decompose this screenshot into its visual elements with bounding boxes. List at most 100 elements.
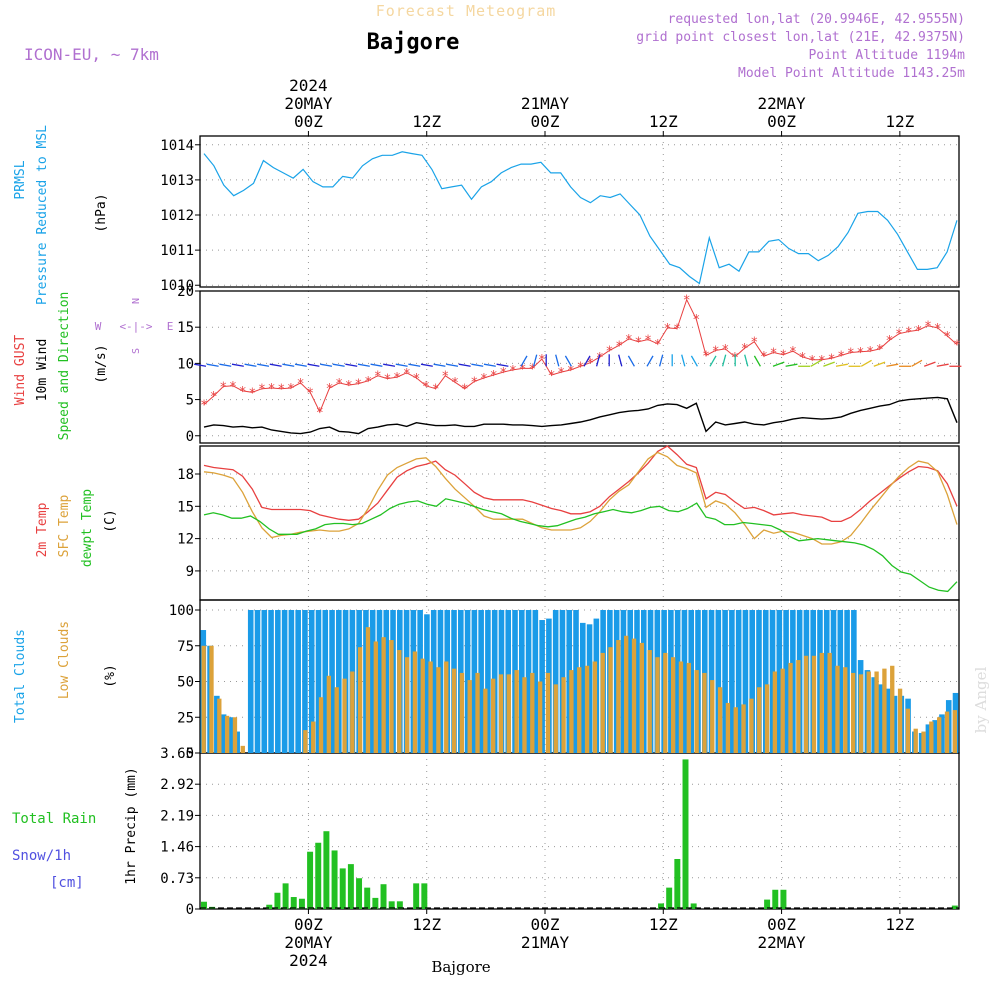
compass-e: E — [167, 320, 174, 333]
wind-arrow — [244, 363, 257, 367]
total-cloud-bar — [756, 610, 762, 753]
total-cloud-bar — [430, 610, 437, 753]
gust-marker: * — [625, 333, 633, 348]
gust-marker: * — [384, 373, 392, 388]
wind10-line — [203, 396, 958, 435]
precip-bar — [266, 904, 273, 909]
total-cloud-bar — [308, 610, 315, 753]
low-cloud-bar — [342, 678, 347, 753]
wind-ytick-label: 10 — [177, 356, 194, 372]
forecast-title: Forecast Meteogram — [376, 2, 557, 20]
total-cloud-bar — [776, 610, 783, 753]
total-cloud-bar — [247, 610, 254, 753]
point-altitude: Point Altitude 1194m — [808, 48, 965, 63]
low-cloud-bar — [436, 667, 441, 753]
wind-arrow — [458, 363, 471, 367]
gust-marker: * — [692, 313, 700, 328]
gust-marker: * — [306, 386, 314, 401]
clouds-ytick-label: 75 — [177, 639, 194, 655]
precip-bar — [951, 905, 958, 909]
top-date-label: 20MAY — [284, 94, 333, 113]
gust-marker: * — [866, 345, 874, 360]
low-cloud-bar — [897, 688, 903, 753]
gust-marker: * — [441, 370, 449, 385]
gust-marker: * — [490, 369, 498, 384]
gust-marker: * — [663, 322, 671, 337]
gust-marker: * — [789, 345, 797, 360]
total-cloud-bar — [478, 610, 484, 753]
gust-marker: * — [548, 369, 556, 384]
pressure-ytick-label: 1011 — [160, 243, 194, 259]
precip-bar — [339, 868, 346, 909]
precip-bar — [421, 883, 428, 909]
total-cloud-bar — [275, 610, 281, 753]
total-cloud-bar — [586, 624, 593, 753]
wind-arrow — [483, 363, 496, 367]
wind-arrow — [433, 363, 446, 367]
gust-marker: * — [355, 378, 363, 393]
wind-arrow — [496, 363, 509, 367]
wind-arrow — [923, 361, 936, 367]
total-cloud-bar — [369, 610, 376, 753]
low-cloud-bar — [311, 721, 316, 753]
low-cloud-bar — [444, 661, 449, 753]
low-cloud-bar — [788, 662, 793, 753]
low-cloud-bar — [404, 657, 410, 753]
gust-marker: * — [229, 380, 237, 395]
gust-marker: * — [837, 349, 845, 364]
gust-marker: * — [528, 362, 536, 377]
gust-marker: * — [721, 343, 729, 358]
precip-bar — [201, 901, 207, 909]
pressure-ytick-label: 1014 — [160, 138, 194, 154]
top-year-label: 2024 — [289, 76, 328, 95]
gust-marker: * — [393, 371, 401, 386]
gust-marker: * — [799, 351, 807, 366]
total-cloud-bar — [722, 610, 728, 753]
low-cloud-bar — [655, 657, 660, 753]
low-cloud-bar — [819, 652, 824, 753]
total-cloud-bar — [573, 610, 579, 753]
gust-marker: * — [586, 357, 594, 372]
precip-bar — [772, 889, 779, 909]
precip-bar — [290, 897, 297, 909]
wind-arrow — [307, 363, 320, 367]
wind-arrow — [320, 363, 333, 367]
wind-arrow — [886, 363, 899, 367]
gust-marker: * — [258, 383, 266, 398]
gust-marker: * — [519, 362, 527, 377]
total-cloud-bar — [634, 610, 640, 753]
total-cloud-bar — [268, 610, 274, 753]
low-cloud-bar — [702, 672, 707, 753]
celsius-label: (C) — [103, 509, 118, 532]
pressure-ytick-label: 1012 — [160, 208, 194, 224]
wind-arrow — [936, 363, 949, 367]
low-cloud-bar — [796, 660, 801, 753]
pressure-frame — [199, 135, 960, 288]
low-cloud-bar — [545, 672, 551, 753]
top-time-label: 00Z — [767, 112, 796, 131]
bottom-time-label: 12Z — [649, 915, 678, 934]
gust-marker: * — [779, 349, 787, 364]
low-cloud-bar — [381, 637, 386, 753]
dewpt-label: dewpt Temp — [80, 489, 95, 567]
gust-marker: * — [847, 347, 855, 362]
wind-ytick-label: 0 — [186, 429, 194, 445]
precip-bar — [307, 851, 314, 909]
total-cloud-bar — [322, 610, 329, 753]
y-axis-titles: PRMSL Pressure Reduced to MSL (hPa) Wind… — [12, 125, 173, 891]
wind-arrow — [860, 359, 872, 367]
low-cloud-bar — [334, 687, 339, 753]
total-cloud-bar — [227, 717, 234, 753]
low-cloud-bar — [944, 711, 950, 753]
total-rain-label: Total Rain — [12, 811, 96, 827]
top-date-label: 22MAY — [757, 94, 806, 113]
wind-ytick-label: 20 — [177, 284, 194, 300]
total-cloud-bar — [566, 610, 573, 753]
total-cloud-bar — [471, 610, 478, 753]
wind-arrow — [532, 354, 538, 367]
wind-arrow — [408, 363, 421, 367]
wind-arrow — [583, 355, 591, 367]
low-cloud-bar — [303, 730, 308, 753]
speed-dir-label: Speed and Direction — [57, 292, 72, 441]
